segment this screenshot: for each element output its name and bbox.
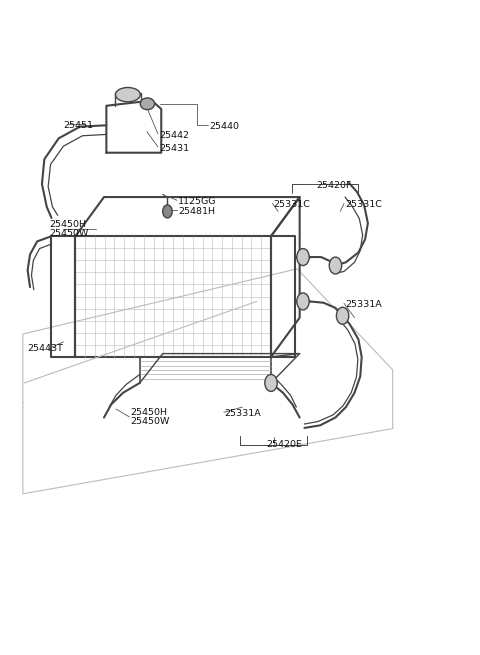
Circle shape <box>163 205 172 218</box>
Circle shape <box>336 307 349 324</box>
Text: 25450H: 25450H <box>130 408 167 417</box>
Text: 25420E: 25420E <box>266 440 302 449</box>
Text: 25443T: 25443T <box>28 344 63 353</box>
Text: 25420F: 25420F <box>316 181 352 190</box>
Text: 25431: 25431 <box>159 143 189 153</box>
Text: 25450H: 25450H <box>49 220 86 229</box>
Text: 25331C: 25331C <box>345 200 382 210</box>
Text: 25440: 25440 <box>209 122 239 131</box>
Circle shape <box>297 249 309 265</box>
Text: 1125GG: 1125GG <box>178 197 216 206</box>
Text: 25481H: 25481H <box>178 207 215 216</box>
Circle shape <box>297 293 309 310</box>
Text: 25451: 25451 <box>63 121 94 130</box>
Circle shape <box>329 257 342 274</box>
Text: 25450W: 25450W <box>49 229 88 238</box>
Ellipse shape <box>116 88 140 102</box>
Circle shape <box>265 375 277 392</box>
Ellipse shape <box>140 98 155 109</box>
Text: 25331C: 25331C <box>274 200 310 210</box>
Text: 25331A: 25331A <box>345 300 382 309</box>
Text: 25442: 25442 <box>159 130 189 140</box>
Text: 25331A: 25331A <box>225 409 262 418</box>
Text: 25450W: 25450W <box>130 417 169 426</box>
